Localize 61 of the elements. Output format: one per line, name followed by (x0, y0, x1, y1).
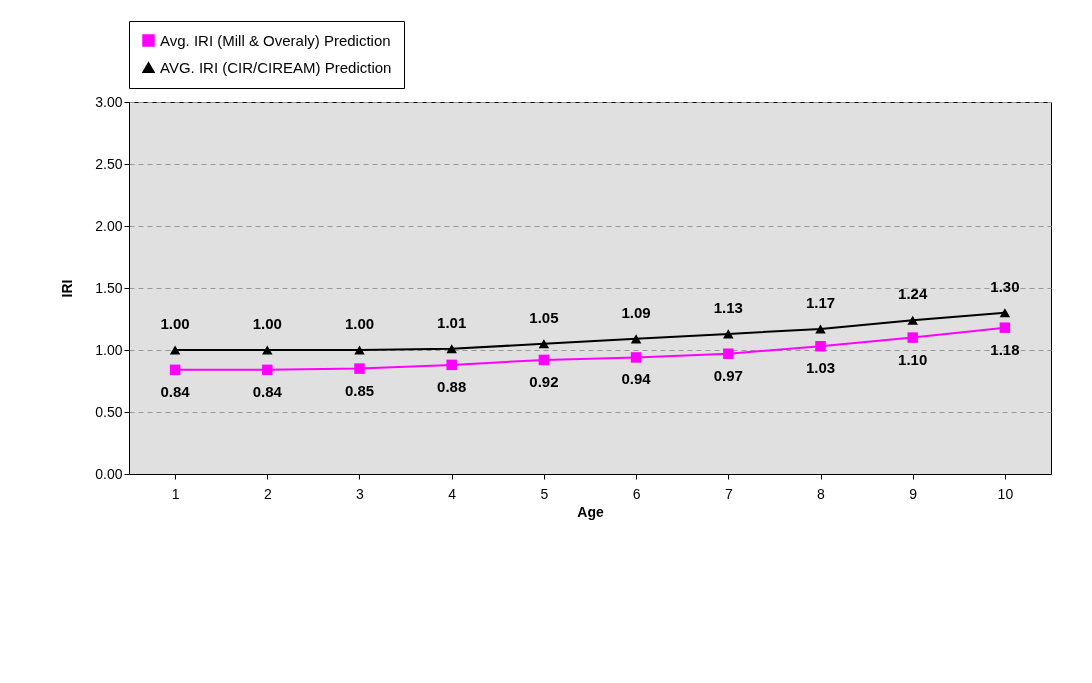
point (999, 322, 1011, 333)
x-tick-label: 7 (724, 485, 733, 502)
point (907, 315, 918, 325)
point (723, 348, 734, 359)
data-label: 0.88 (437, 377, 467, 395)
data-label: 0.97 (713, 366, 743, 384)
x-tick-label: 5 (540, 485, 549, 502)
point (262, 364, 273, 376)
y-tick-label: 3.00 (95, 93, 123, 110)
legend-label: AVG. IRI (CIR/CIREAM) Prediction (160, 58, 392, 76)
point (446, 359, 457, 371)
data-label: 1.10 (898, 350, 928, 368)
x-tick-label: 4 (448, 485, 457, 502)
x-tick-label: 9 (909, 485, 918, 502)
point (354, 363, 365, 374)
point (446, 344, 457, 354)
x-tick-label: 6 (632, 485, 641, 502)
point (262, 345, 273, 355)
point (630, 334, 642, 344)
point (815, 324, 826, 334)
data-label: 0.94 (621, 370, 652, 388)
point (169, 345, 181, 355)
data-label: 1.00 (252, 315, 282, 332)
y-axis-title: IRI (59, 279, 76, 298)
data-label: 1.05 (529, 308, 559, 326)
point (630, 352, 642, 363)
point (907, 332, 918, 343)
point (723, 329, 734, 339)
point (538, 339, 550, 349)
data-label: 0.92 (529, 372, 559, 390)
point (999, 308, 1011, 318)
data-label: 1.09 (621, 303, 651, 321)
y-tick-label: 2.00 (95, 217, 123, 234)
data-label: 0.84 (252, 382, 283, 400)
data-label: 1.18 (990, 340, 1020, 358)
y-tick-label: 1.50 (95, 279, 123, 296)
x-tick-label: 2 (263, 485, 272, 502)
data-label: 0.84 (160, 382, 191, 400)
x-tick-label: 8 (817, 485, 826, 502)
data-label: 1.01 (437, 313, 467, 331)
y-tick-label: 0.50 (95, 403, 123, 420)
data-label: 1.00 (160, 315, 190, 332)
y-tick-label: 2.50 (95, 155, 123, 172)
data-label: 1.03 (805, 359, 836, 377)
data-label: 1.13 (713, 298, 743, 316)
point (538, 354, 550, 366)
x-axis-title: Age (577, 503, 604, 520)
x-tick-label: 10 (997, 485, 1014, 502)
x-tick-label: 1 (171, 485, 180, 502)
point (815, 341, 826, 352)
data-label: 1.17 (805, 293, 836, 311)
y-tick-label: 1.00 (95, 341, 123, 358)
data-label: 0.85 (344, 381, 375, 399)
legend-label: Avg. IRI (Mill & Overaly) Prediction (160, 31, 391, 49)
data-label: 1.00 (344, 315, 375, 332)
data-label: 1.24 (898, 285, 928, 303)
x-tick-label: 3 (356, 485, 365, 502)
y-tick-label: 0.00 (95, 465, 123, 482)
point (354, 345, 365, 355)
data-label: 1.30 (990, 277, 1020, 295)
point (169, 364, 181, 376)
